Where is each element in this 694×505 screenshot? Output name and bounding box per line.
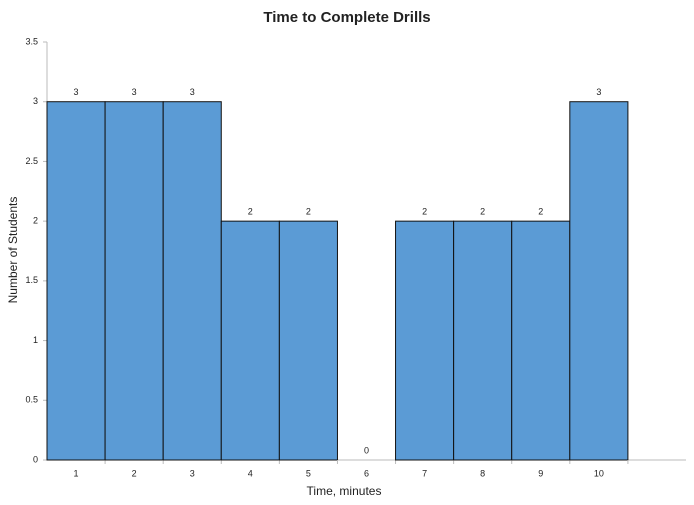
x-tick-label: 4	[248, 468, 253, 478]
data-label: 2	[422, 207, 427, 217]
y-tick-label: 1.5	[25, 275, 38, 285]
x-tick-label: 10	[594, 468, 604, 478]
y-axis-title: Number of Students	[6, 197, 20, 304]
x-tick-label: 1	[74, 468, 79, 478]
x-tick-label: 9	[538, 468, 543, 478]
x-tick-label: 2	[132, 468, 137, 478]
y-tick-label: 3	[33, 96, 38, 106]
bar	[162, 101, 222, 461]
x-tick-label: 3	[190, 468, 195, 478]
x-tick-label: 5	[306, 468, 311, 478]
data-label: 0	[364, 445, 369, 455]
y-tick-label: 0	[33, 454, 38, 464]
bar	[104, 101, 164, 461]
data-label: 2	[538, 207, 543, 217]
data-label: 2	[306, 207, 311, 217]
data-label: 3	[132, 87, 137, 97]
x-tick-label: 8	[480, 468, 485, 478]
x-tick-label: 7	[422, 468, 427, 478]
bar	[278, 220, 338, 461]
data-label: 3	[190, 87, 195, 97]
bar	[569, 101, 629, 461]
data-label: 3	[74, 87, 79, 97]
bar	[395, 220, 455, 461]
bar	[511, 220, 571, 461]
x-tick-label: 6	[364, 468, 369, 478]
y-tick-label: 0.5	[25, 395, 38, 405]
y-tick-label: 2.5	[25, 156, 38, 166]
y-tick-label: 2	[33, 216, 38, 226]
data-label: 3	[596, 87, 601, 97]
bar	[453, 220, 513, 461]
y-tick-label: 3.5	[25, 36, 38, 46]
bar	[46, 101, 106, 461]
x-axis-title: Time, minutes	[307, 484, 382, 498]
y-tick-label: 1	[33, 335, 38, 345]
data-label: 2	[480, 207, 485, 217]
data-label: 2	[248, 207, 253, 217]
bar	[220, 220, 280, 461]
chart-title: Time to Complete Drills	[263, 9, 430, 26]
